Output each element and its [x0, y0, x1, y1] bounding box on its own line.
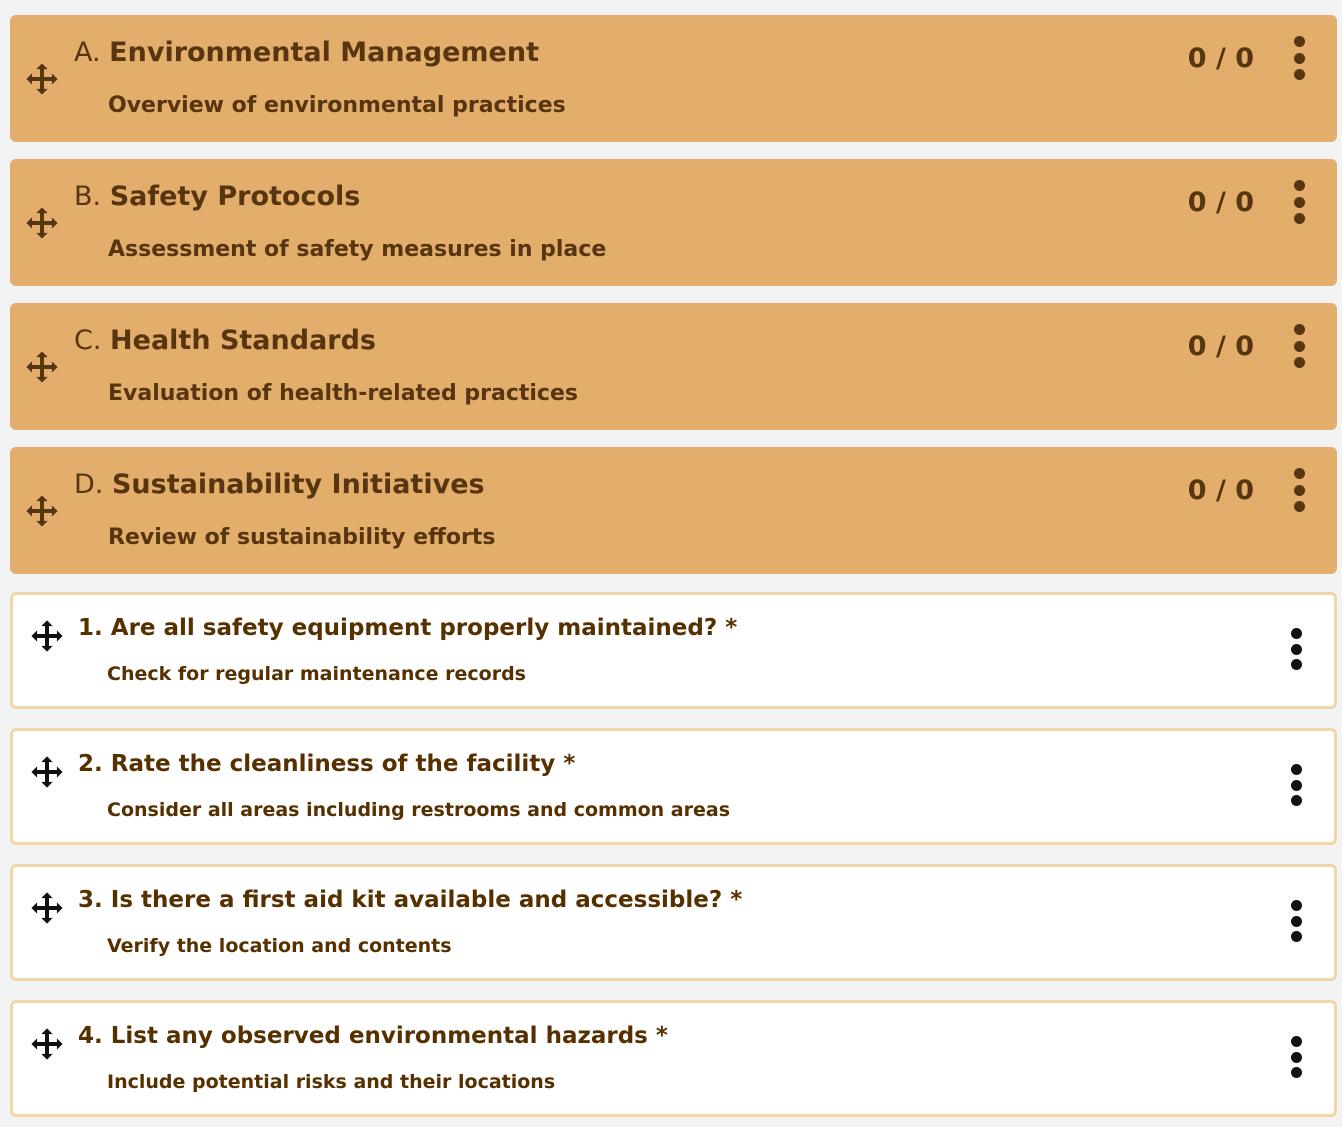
section-card[interactable]: A. Environmental Management Overview of …: [10, 15, 1337, 142]
kebab-menu-icon[interactable]: [1286, 1036, 1306, 1078]
drag-handle-icon[interactable]: [25, 350, 59, 384]
kebab-menu-icon[interactable]: [1289, 180, 1309, 224]
kebab-menu-icon[interactable]: [1289, 324, 1309, 368]
section-letter: D.: [74, 469, 104, 500]
section-description: Assessment of safety measures in place: [108, 237, 607, 262]
required-marker: *: [730, 887, 743, 913]
drag-handle-icon[interactable]: [25, 206, 59, 240]
section-title: B. Safety Protocols: [74, 181, 360, 212]
section-card[interactable]: D. Sustainability Initiatives Review of …: [10, 447, 1337, 574]
section-title: D. Sustainability Initiatives: [74, 469, 485, 500]
kebab-menu-icon[interactable]: [1289, 36, 1309, 80]
section-letter: B.: [74, 181, 102, 212]
required-marker: *: [725, 615, 738, 641]
kebab-menu-icon[interactable]: [1286, 764, 1306, 806]
drag-handle-icon[interactable]: [30, 1027, 64, 1061]
question-card[interactable]: 1. Are all safety equipment properly mai…: [10, 592, 1337, 709]
question-number: 3.: [78, 887, 103, 913]
question-title-text: Rate the cleanliness of the facility: [110, 751, 556, 777]
drag-handle-icon[interactable]: [30, 755, 64, 789]
section-title-text: Health Standards: [110, 325, 376, 356]
kebab-menu-icon[interactable]: [1289, 468, 1309, 512]
question-title-text: Is there a first aid kit available and a…: [110, 887, 723, 913]
question-title-text: List any observed environmental hazards: [110, 1023, 648, 1049]
section-title: C. Health Standards: [74, 325, 376, 356]
section-score: 0 / 0: [1187, 187, 1254, 218]
section-score: 0 / 0: [1187, 331, 1254, 362]
section-score: 0 / 0: [1187, 475, 1254, 506]
section-description: Review of sustainability efforts: [108, 525, 496, 550]
drag-handle-icon[interactable]: [30, 891, 64, 925]
question-card[interactable]: 3. Is there a first aid kit available an…: [10, 864, 1337, 981]
required-marker: *: [655, 1023, 668, 1049]
question-card[interactable]: 2. Rate the cleanliness of the facility …: [10, 728, 1337, 845]
question-card[interactable]: 4. List any observed environmental hazar…: [10, 1000, 1337, 1117]
section-title: A. Environmental Management: [74, 37, 539, 68]
section-card[interactable]: B. Safety Protocols Assessment of safety…: [10, 159, 1337, 286]
required-marker: *: [563, 751, 576, 777]
drag-handle-icon[interactable]: [30, 619, 64, 653]
section-description: Overview of environmental practices: [108, 93, 566, 118]
question-title: 2. Rate the cleanliness of the facility …: [78, 751, 575, 777]
kebab-menu-icon[interactable]: [1286, 628, 1306, 670]
section-title-text: Sustainability Initiatives: [111, 469, 485, 500]
question-description: Verify the location and contents: [107, 935, 452, 957]
question-number: 4.: [78, 1023, 103, 1049]
section-letter: A.: [74, 37, 101, 68]
question-number: 2.: [78, 751, 103, 777]
section-title-text: Environmental Management: [109, 37, 539, 68]
question-title: 3. Is there a first aid kit available an…: [78, 887, 742, 913]
section-letter: C.: [74, 325, 102, 356]
question-description: Check for regular maintenance records: [107, 663, 526, 685]
section-description: Evaluation of health-related practices: [108, 381, 578, 406]
question-title: 1. Are all safety equipment properly mai…: [78, 615, 737, 641]
question-title: 4. List any observed environmental hazar…: [78, 1023, 668, 1049]
question-title-text: Are all safety equipment properly mainta…: [110, 615, 718, 641]
kebab-menu-icon[interactable]: [1286, 900, 1306, 942]
question-number: 1.: [78, 615, 103, 641]
question-description: Include potential risks and their locati…: [107, 1071, 556, 1093]
question-description: Consider all areas including restrooms a…: [107, 799, 731, 821]
section-score: 0 / 0: [1187, 43, 1254, 74]
drag-handle-icon[interactable]: [25, 62, 59, 96]
drag-handle-icon[interactable]: [25, 494, 59, 528]
section-title-text: Safety Protocols: [109, 181, 361, 212]
section-card[interactable]: C. Health Standards Evaluation of health…: [10, 303, 1337, 430]
